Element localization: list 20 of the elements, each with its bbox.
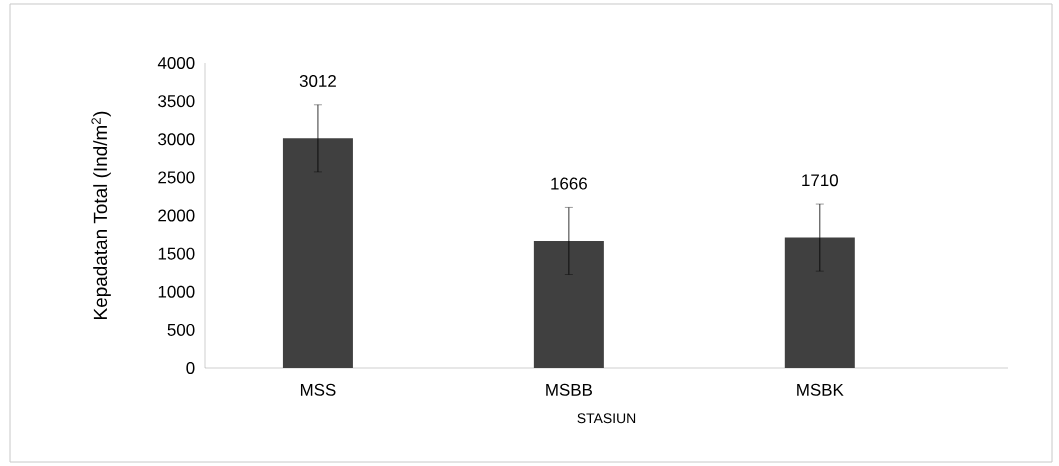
y-tick-label: 2000: [158, 209, 195, 222]
data-label: 1666: [551, 177, 587, 190]
x-axis-title: STASIUN: [577, 413, 636, 424]
data-label: 1710: [802, 174, 838, 187]
x-tick-label: MSS: [300, 383, 336, 396]
y-tick-label: 1000: [158, 285, 195, 298]
bar: [784, 237, 855, 368]
y-tick-label: 0: [186, 362, 195, 374]
y-tick-label: 1500: [158, 247, 195, 260]
x-tick-label: MSBB: [546, 383, 592, 396]
y-tick-label: 4000: [157, 57, 195, 69]
y-tick-label: 3500: [158, 95, 195, 108]
bar: [282, 138, 353, 368]
data-label: 3012: [299, 74, 336, 87]
x-tick-label: MSBK: [797, 383, 844, 396]
y-tick-label: 2500: [158, 171, 195, 184]
bar: [533, 240, 604, 368]
y-axis-title: Kepadatan Total (Ind/m$^{2}$): [91, 111, 111, 319]
y-tick-label: 3000: [158, 133, 195, 146]
y-tick-label: 500: [167, 323, 195, 336]
